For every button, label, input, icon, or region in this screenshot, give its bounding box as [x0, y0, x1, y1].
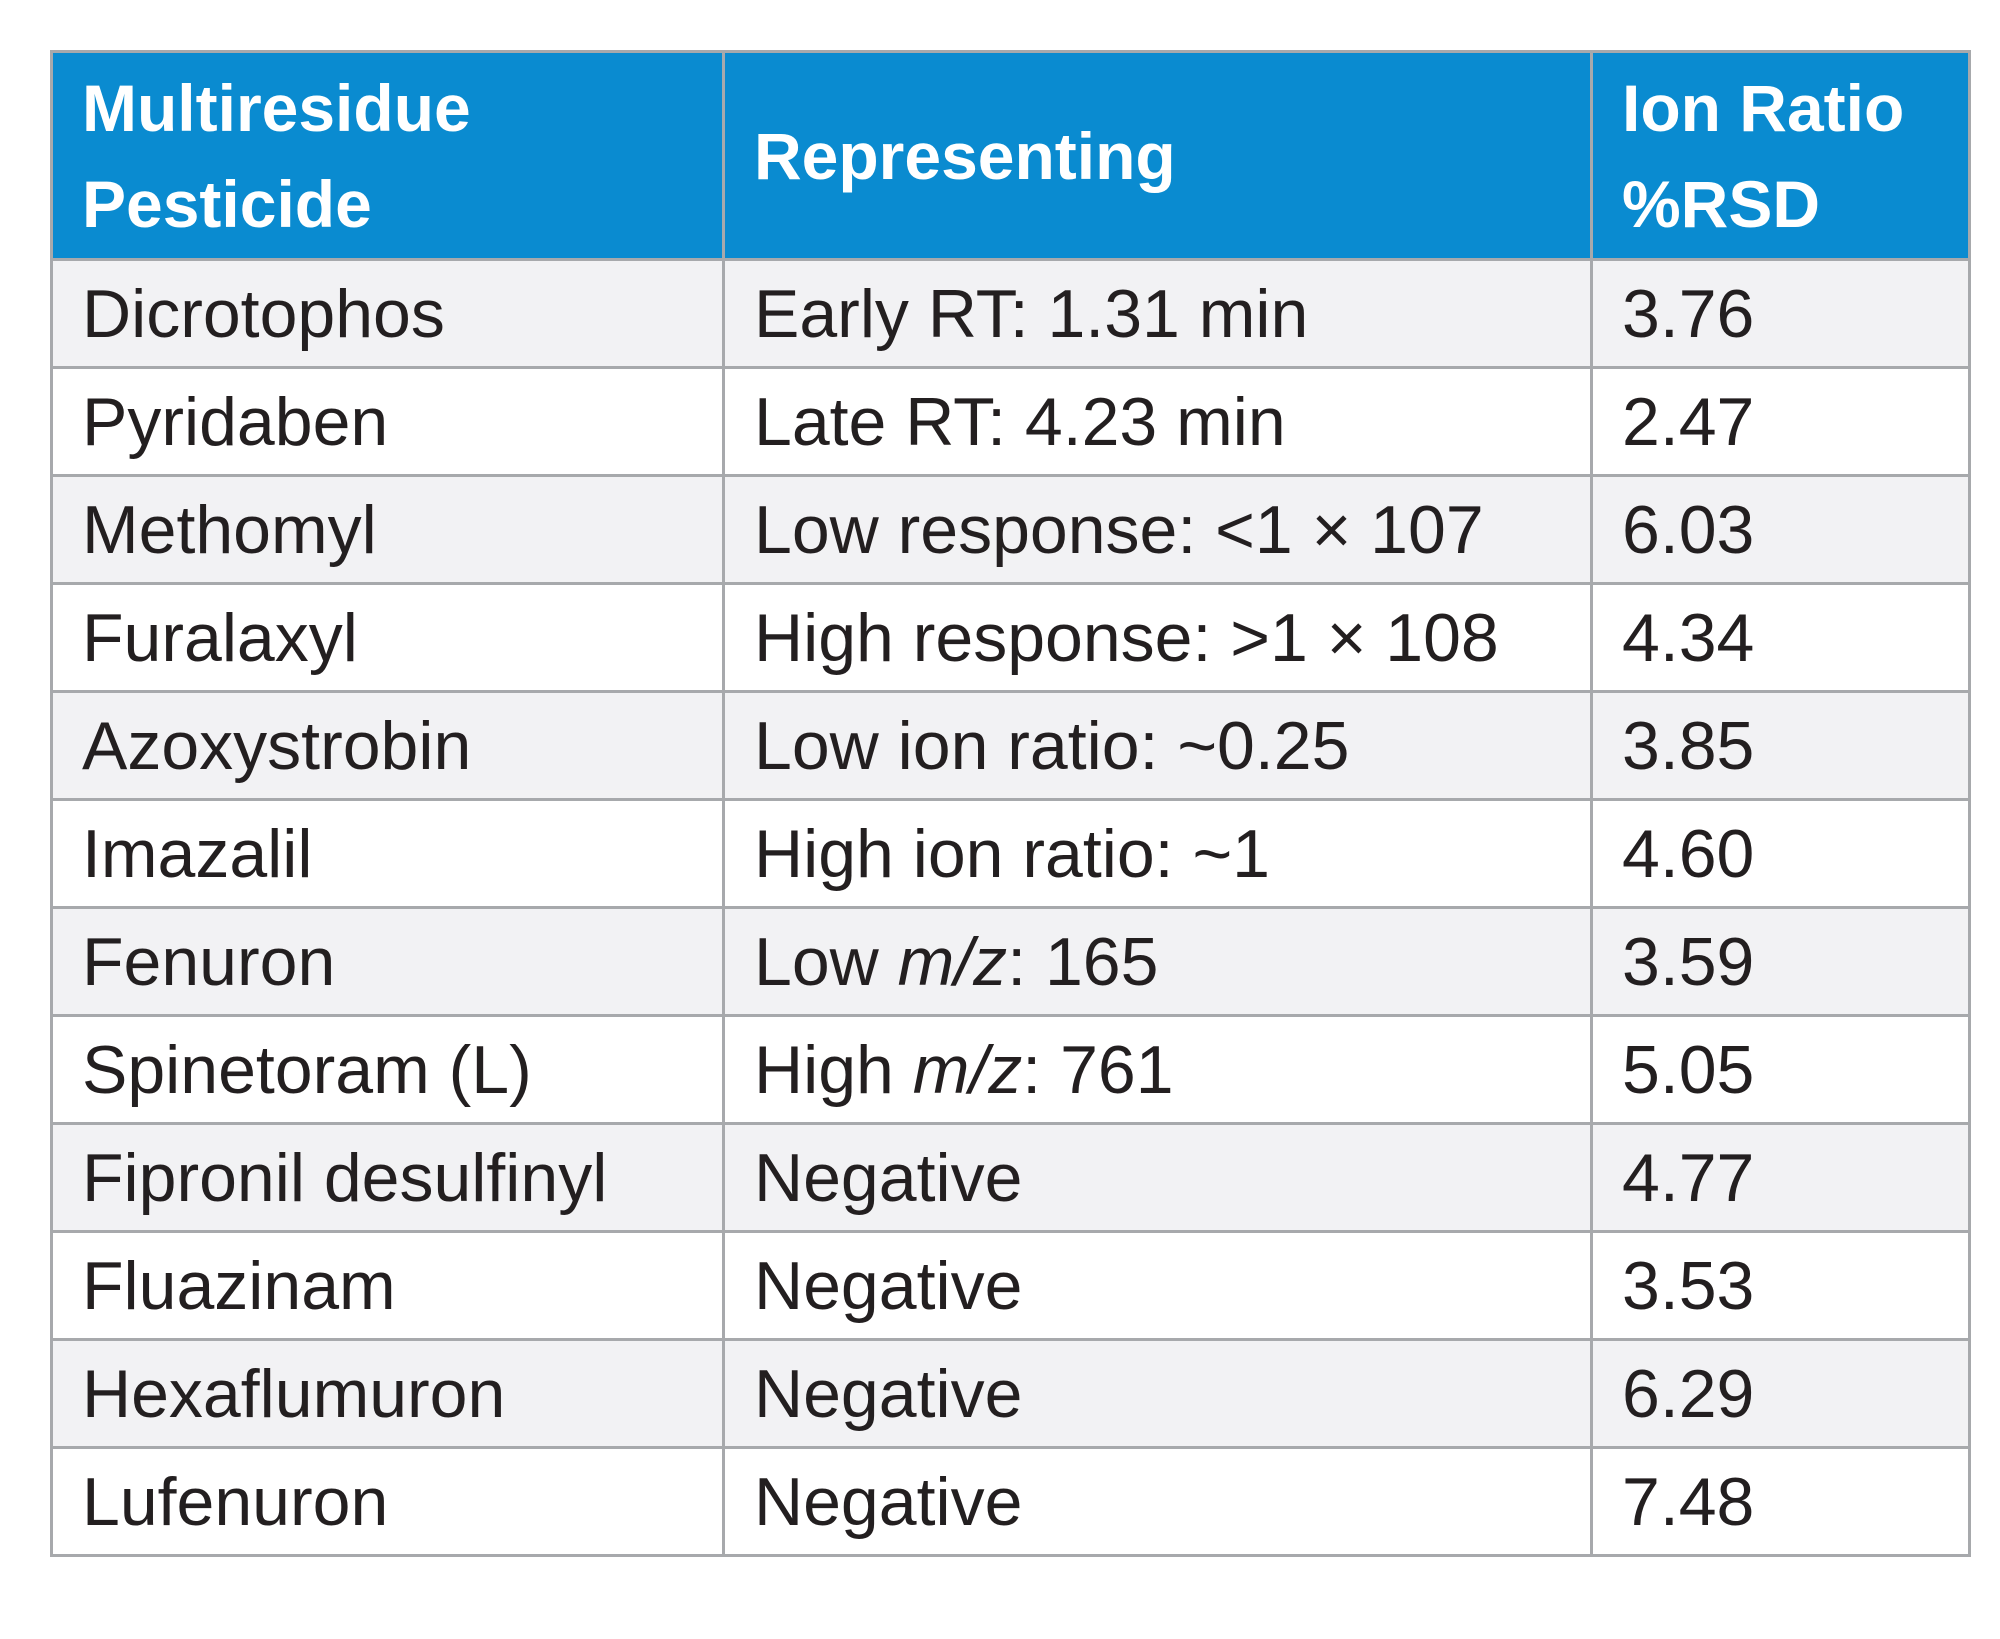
header-line: Ion Ratio: [1622, 70, 1905, 145]
pesticide-cell: Azoxystrobin: [50, 690, 725, 801]
header-line: Representing: [754, 118, 1176, 193]
ion-ratio-rsd-cell: 7.48: [1590, 1446, 1971, 1557]
ion-ratio-rsd-cell: 4.60: [1590, 798, 1971, 909]
ion-ratio-rsd-cell: 6.29: [1590, 1338, 1971, 1449]
ion-ratio-rsd-cell: 3.59: [1590, 906, 1971, 1017]
table-row: Furalaxyl High response: >1 × 108 4.34: [50, 582, 1971, 693]
ion-ratio-rsd-cell: 2.47: [1590, 366, 1971, 477]
header-representing: Representing: [722, 50, 1593, 261]
representing-cell: High response: >1 × 108: [722, 582, 1593, 693]
table-row: Imazalil High ion ratio: ~1 4.60: [50, 798, 1971, 909]
table-row: Fluazinam Negative 3.53: [50, 1230, 1971, 1341]
table-row: Fenuron Low m/z: 165 3.59: [50, 906, 1971, 1017]
representing-cell: Negative: [722, 1122, 1593, 1233]
representing-text: Early RT: 1.31 min: [754, 275, 1309, 352]
ion-ratio-rsd-cell: 5.05: [1590, 1014, 1971, 1125]
ion-ratio-rsd-cell: 3.53: [1590, 1230, 1971, 1341]
representing-text: Negative: [754, 1463, 1023, 1540]
table-row: Azoxystrobin Low ion ratio: ~0.25 3.85: [50, 690, 1971, 801]
representing-text: Negative: [754, 1247, 1023, 1324]
table-row: Pyridaben Late RT: 4.23 min 2.47: [50, 366, 1971, 477]
representing-cell: High m/z: 761: [722, 1014, 1593, 1125]
representing-text: Negative: [754, 1139, 1023, 1216]
representing-cell: Low m/z: 165: [722, 906, 1593, 1017]
representing-suffix: : 761: [1022, 1031, 1174, 1108]
pesticide-cell: Dicrotophos: [50, 258, 725, 369]
pesticide-cell: Fenuron: [50, 906, 725, 1017]
representing-text: Low response: <1 × 107: [754, 491, 1484, 568]
representing-cell: Late RT: 4.23 min: [722, 366, 1593, 477]
pesticide-cell: Fipronil desulfinyl: [50, 1122, 725, 1233]
pesticide-cell: Methomyl: [50, 474, 725, 585]
table-row: Methomyl Low response: <1 × 107 6.03: [50, 474, 1971, 585]
representing-text: Low: [754, 923, 898, 1000]
header-row: Multiresidue Pesticide Representing Ion …: [50, 50, 1971, 261]
table-row: Hexaflumuron Negative 6.29: [50, 1338, 1971, 1449]
pesticide-cell: Pyridaben: [50, 366, 725, 477]
pesticide-cell: Spinetoram (L): [50, 1014, 725, 1125]
pesticide-cell: Furalaxyl: [50, 582, 725, 693]
representing-text: High response: >1 × 108: [754, 599, 1499, 676]
ion-ratio-rsd-cell: 4.77: [1590, 1122, 1971, 1233]
header-line: %RSD: [1622, 166, 1821, 241]
representing-cell: Negative: [722, 1446, 1593, 1557]
pesticide-cell: Hexaflumuron: [50, 1338, 725, 1449]
table-row: Lufenuron Negative 7.48: [50, 1446, 1971, 1557]
table-body: Dicrotophos Early RT: 1.31 min 3.76 Pyri…: [50, 258, 1971, 1557]
representing-text: Low ion ratio: ~0.25: [754, 707, 1350, 784]
pesticide-cell: Lufenuron: [50, 1446, 725, 1557]
representing-cell: High ion ratio: ~1: [722, 798, 1593, 909]
header-ion-ratio-rsd: Ion Ratio %RSD: [1590, 50, 1971, 261]
table-row: Spinetoram (L) High m/z: 761 5.05: [50, 1014, 1971, 1125]
header-line: Pesticide: [82, 166, 372, 241]
representing-italic: m/z: [912, 1031, 1023, 1108]
header-multiresidue-pesticide: Multiresidue Pesticide: [50, 50, 725, 261]
pesticide-cell: Fluazinam: [50, 1230, 725, 1341]
representing-cell: Early RT: 1.31 min: [722, 258, 1593, 369]
pesticide-table-container: Multiresidue Pesticide Representing Ion …: [50, 50, 1971, 1557]
table-row: Fipronil desulfinyl Negative 4.77: [50, 1122, 1971, 1233]
representing-text: High ion ratio: ~1: [754, 815, 1270, 892]
header-line: Multiresidue: [82, 70, 471, 145]
representing-suffix: : 165: [1007, 923, 1159, 1000]
ion-ratio-rsd-cell: 6.03: [1590, 474, 1971, 585]
representing-cell: Negative: [722, 1338, 1593, 1449]
representing-text: High: [754, 1031, 913, 1108]
representing-italic: m/z: [897, 923, 1008, 1000]
pesticide-cell: Imazalil: [50, 798, 725, 909]
pesticide-ion-ratio-table: Multiresidue Pesticide Representing Ion …: [50, 50, 1971, 1557]
table-header: Multiresidue Pesticide Representing Ion …: [50, 50, 1971, 261]
ion-ratio-rsd-cell: 3.76: [1590, 258, 1971, 369]
representing-cell: Negative: [722, 1230, 1593, 1341]
representing-text: Late RT: 4.23 min: [754, 383, 1286, 460]
ion-ratio-rsd-cell: 3.85: [1590, 690, 1971, 801]
table-row: Dicrotophos Early RT: 1.31 min 3.76: [50, 258, 1971, 369]
representing-cell: Low ion ratio: ~0.25: [722, 690, 1593, 801]
representing-text: Negative: [754, 1355, 1023, 1432]
ion-ratio-rsd-cell: 4.34: [1590, 582, 1971, 693]
representing-cell: Low response: <1 × 107: [722, 474, 1593, 585]
